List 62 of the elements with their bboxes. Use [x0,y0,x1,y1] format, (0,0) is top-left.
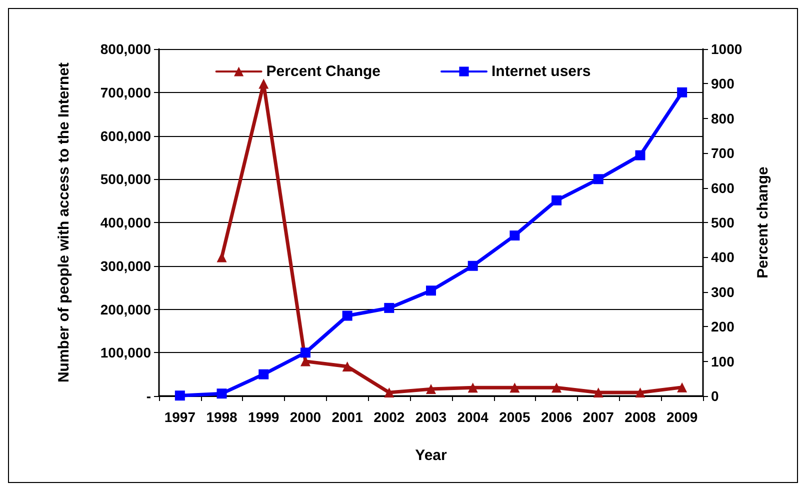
point [593,388,604,398]
x-tick-label: 2000 [290,409,322,425]
y2-tick-label: 200 [711,318,735,335]
point [677,87,688,98]
point [216,252,227,262]
point [426,286,436,296]
point [384,388,394,398]
point [468,382,478,393]
point [593,174,604,184]
y2-tick-label: 1000 [711,41,742,57]
legend-label: Percent Change [266,63,381,80]
y2-tick-label: 300 [711,284,735,300]
x-tick-label: 2003 [415,409,447,425]
y-tick-label: - [146,388,152,404]
point [174,390,185,401]
y2-tick-label: 100 [711,353,735,370]
point [426,384,436,394]
point [258,369,269,380]
x-tick-label: 2008 [624,409,656,425]
x-tick-label: 2002 [374,409,405,425]
point [635,388,646,398]
x-tick-label: 2001 [332,409,364,425]
y-tick-label: 600,000 [100,128,152,144]
x-tick-label: 2006 [540,409,572,425]
x-axis-title: Year [415,447,448,464]
y-axis-title: Number of people with access to the Internet [56,62,72,383]
y-tick-label: 300,000 [100,258,152,274]
point [510,382,520,393]
y2-tick-label: 400 [711,249,735,266]
y2-tick-label: 600 [711,180,735,196]
x-tick-label: 2005 [499,409,530,425]
y-tick-label: 100,000 [100,344,152,361]
y2-tick-label: 500 [711,214,735,230]
x-tick-label: 2007 [582,409,614,425]
y-tick-label: 800,000 [100,41,152,57]
y-tick-label: 500,000 [100,171,152,188]
point [258,78,269,89]
point [216,388,227,399]
y2-tick-label: 800 [711,110,735,126]
y-tick-label: 200,000 [100,301,152,318]
x-tick-label: 1997 [164,409,196,425]
y2-tick-label: 900 [711,76,735,92]
x-tick-label: 2004 [457,409,489,425]
point [552,195,562,206]
point [510,230,520,241]
point [635,150,646,160]
y-tick-label: 700,000 [100,84,152,100]
point [300,348,310,358]
x-tick-label: 2009 [666,409,698,425]
point [384,302,394,313]
point [552,382,562,393]
y-tick-label: 400,000 [100,214,152,230]
y2-tick-label: 700 [711,145,735,162]
point [342,310,352,321]
y2-tick-label: 0 [711,388,719,404]
x-tick-label: 1999 [248,409,280,425]
point [342,362,352,372]
legend-label: Internet users [492,63,591,80]
x-tick-label: 1998 [206,409,238,425]
y2-axis-title: Percent change [754,166,772,278]
point [677,382,688,392]
point [468,260,478,271]
